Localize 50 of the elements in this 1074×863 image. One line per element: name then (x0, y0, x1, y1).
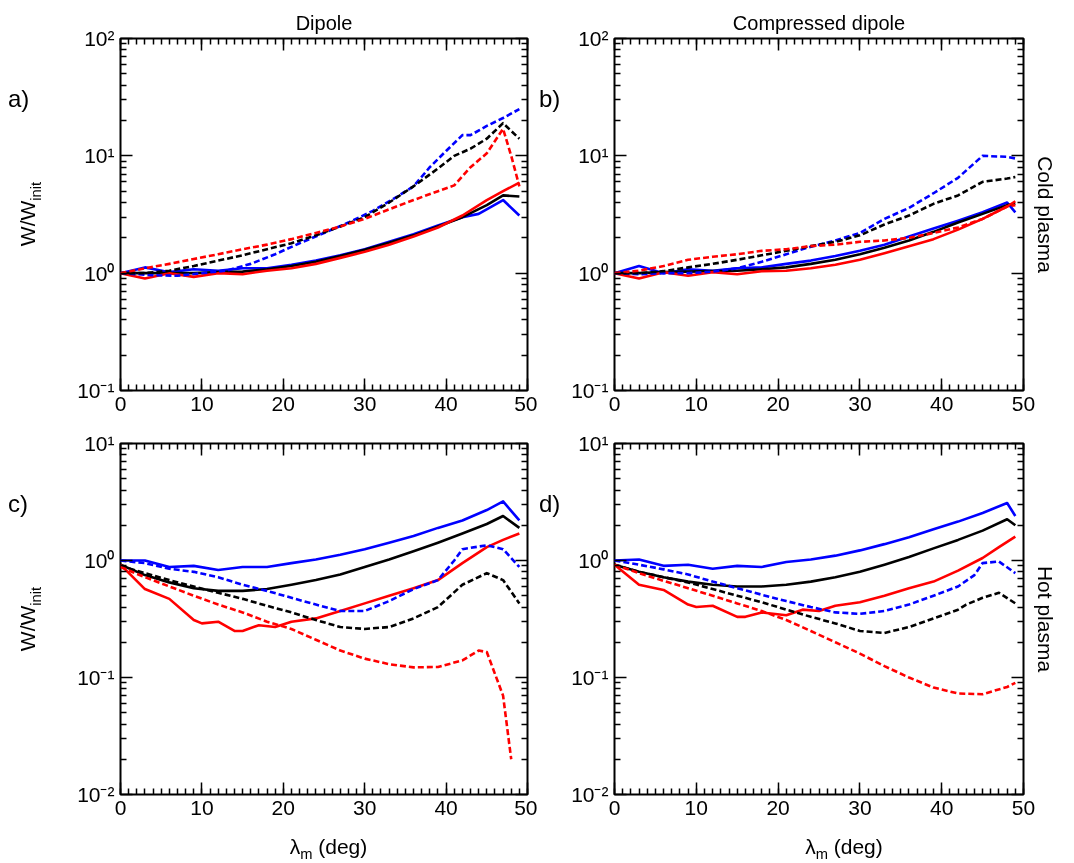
x-tick-label: 0 (114, 795, 127, 819)
y-tick-label: 10² (84, 27, 115, 50)
text: b) (539, 84, 561, 114)
y-tick-label: 10⁻¹ (571, 666, 609, 689)
text: d) (539, 489, 561, 519)
y-tick-label: 10⁻² (77, 783, 115, 806)
x-tick-label: 20 (271, 795, 295, 819)
y-tick-label: 10¹ (84, 432, 115, 455)
y-tick-label: 10⁰ (84, 549, 115, 572)
x-tick-label: 40 (434, 391, 458, 415)
x-tick-label: 10 (190, 795, 214, 819)
y-tick-label: 10¹ (578, 144, 609, 168)
x-tick-label: 20 (766, 795, 790, 819)
x-tick-label: 50 (514, 391, 538, 415)
y-tick-label: 10⁻¹ (77, 666, 115, 689)
x-tick-label: 50 (514, 795, 538, 819)
x-tick-label: 10 (684, 391, 708, 415)
x-tick-label: 20 (271, 391, 295, 415)
y-tick-label: 10² (578, 27, 609, 50)
text: c) (8, 489, 28, 519)
text: Cold plasma (1033, 156, 1057, 274)
y-tick-label: 10¹ (84, 144, 115, 168)
x-tick-label: 30 (353, 795, 377, 819)
y-tick-label: 10⁻² (571, 783, 609, 806)
x-tick-label: 40 (434, 795, 458, 819)
y-tick-label: 10⁻¹ (77, 379, 115, 402)
x-tick-label: 50 (1011, 391, 1036, 415)
chart-title: Compressed dipole (732, 11, 906, 34)
x-tick-label: 30 (353, 391, 377, 415)
y-tick-label: 10⁰ (578, 549, 609, 572)
y-tick-label: 10⁰ (84, 261, 115, 285)
y-tick-label: 10⁻¹ (571, 379, 609, 402)
x-axis-title: λ$_{m}$ (deg) (288, 834, 369, 863)
x-tick-label: 20 (766, 391, 790, 415)
x-tick-label: 40 (930, 795, 954, 819)
x-tick-label: 50 (1011, 795, 1036, 819)
x-tick-label: 0 (608, 795, 621, 819)
x-tick-label: 0 (608, 391, 621, 415)
x-tick-label: 30 (848, 391, 872, 415)
x-tick-label: 10 (684, 795, 708, 819)
text: a) (8, 84, 30, 114)
x-tick-label: 10 (190, 391, 214, 415)
text: Hot plasma (1033, 565, 1057, 673)
y-tick-label: 10¹ (578, 432, 609, 455)
x-tick-label: 30 (848, 795, 872, 819)
x-tick-label: 40 (930, 391, 954, 415)
x-tick-label: 0 (114, 391, 127, 415)
chart-title: Dipole (295, 11, 353, 34)
x-axis-title: λ$_{m}$ (deg) (804, 834, 884, 863)
y-tick-label: 10⁰ (578, 261, 609, 285)
